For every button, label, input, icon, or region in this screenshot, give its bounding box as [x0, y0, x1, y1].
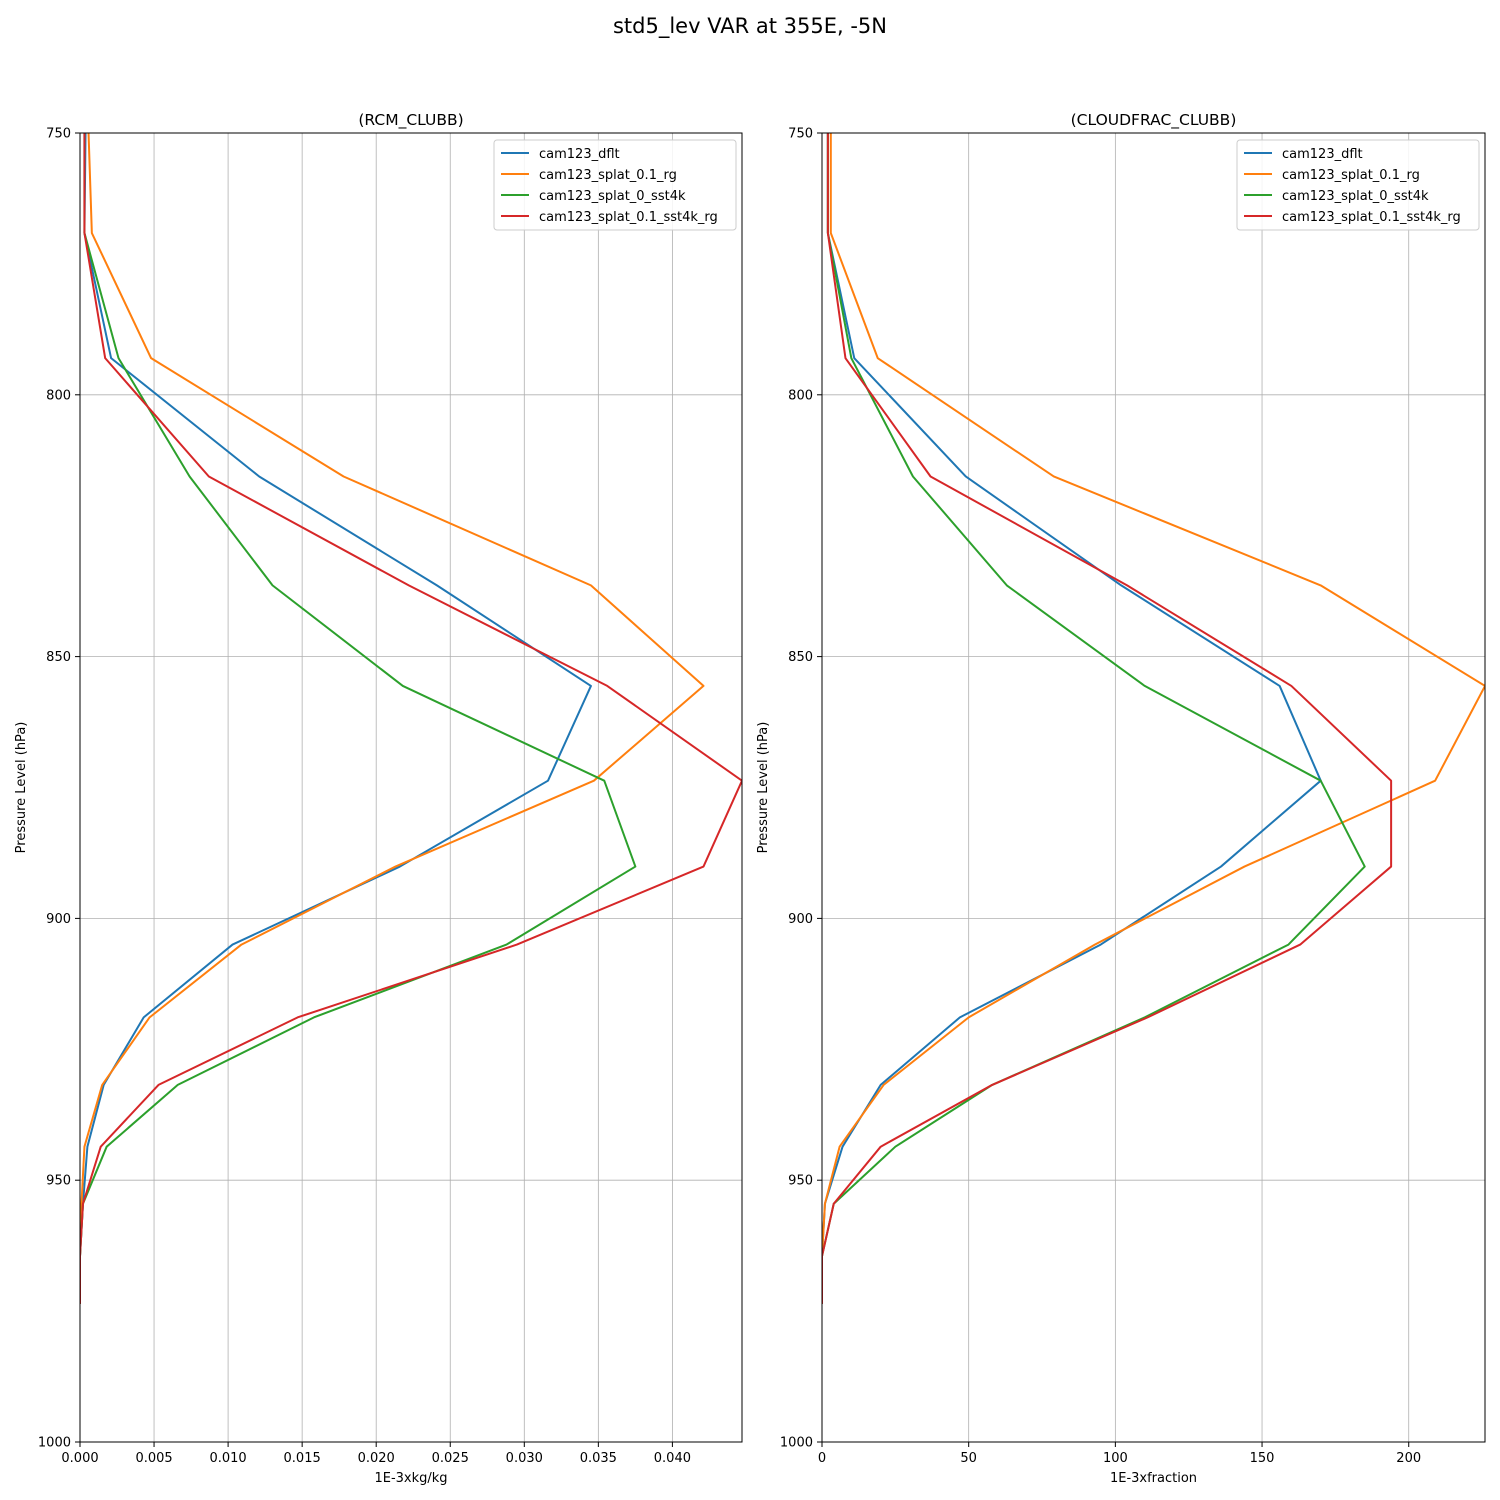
- cloudfrac-series-cam123_splat_0_sst4k: [822, 133, 1366, 1304]
- rcm-series-cam123_splat_0.1_rg: [80, 133, 705, 1304]
- rcm-xtick-label: 0.025: [432, 1451, 469, 1466]
- cloudfrac-ytick-label: 750: [788, 127, 813, 142]
- cloudfrac-legend-box: [1236, 139, 1480, 231]
- cloudfrac-ytick-label: 850: [788, 650, 813, 665]
- cloudfrac-xtick-label: 200: [1396, 1451, 1421, 1466]
- rcm-series-cam123_splat_0_sst4k: [80, 133, 637, 1304]
- rcm-xtick-label: 0.020: [358, 1451, 395, 1466]
- rcm-ytick-label: 750: [46, 127, 71, 142]
- rcm-legend-label: cam123_splat_0.1_sst4k_rg: [539, 210, 718, 225]
- cloudfrac-series-cam123_splat_0.1_rg: [822, 133, 1485, 1304]
- rcm-ytick-label: 850: [46, 650, 71, 665]
- rcm-ytick-label: 1000: [38, 1436, 71, 1451]
- cloudfrac-xlabel: 1E-3xfraction: [1110, 1471, 1197, 1486]
- cloudfrac-series-cam123_splat_0.1_sst4k_rg: [822, 133, 1393, 1304]
- rcm-legend-label: cam123_splat_0.1_rg: [539, 168, 677, 183]
- rcm-series-cam123_splat_0.1_sst4k_rg: [80, 133, 742, 1304]
- rcm-xtick-label: 0.005: [135, 1451, 172, 1466]
- cloudfrac-xtick-label: 0: [818, 1451, 826, 1466]
- rcm-legend-label: cam123_dflt: [539, 147, 620, 162]
- cloudfrac-ytick-label: 800: [788, 388, 813, 403]
- cloudfrac-axes-frame: [821, 132, 1486, 1443]
- rcm-ytick-label: 900: [46, 912, 71, 927]
- rcm-ylabel: Pressure Level (hPa): [14, 722, 29, 854]
- cloudfrac-panel: 0 50 100 150 200 750 800 850 900 950 1000 (CLOUDFRA…: [756, 111, 1486, 1486]
- rcm-series-cam123_dflt: [80, 133, 592, 1304]
- rcm-xtick-label: 0.010: [209, 1451, 246, 1466]
- rcm-xtick-label: 0.040: [654, 1451, 691, 1466]
- rcm-xtick-label: 0.000: [61, 1451, 98, 1466]
- cloudfrac-series-cam123_dflt: [822, 133, 1322, 1304]
- figure-title: std5_lev VAR at 355E, -5N: [612, 14, 887, 38]
- rcm-xtick-label: 0.035: [580, 1451, 617, 1466]
- cloudfrac-ytick-label: 1000: [780, 1436, 813, 1451]
- cloudfrac-legend: cam123_dflt cam123_splat_0.1_rg cam123_spl…: [1236, 139, 1480, 231]
- rcm-series-group: [80, 133, 742, 1304]
- cloudfrac-xtick-label: 150: [1250, 1451, 1275, 1466]
- cloudfrac-xtick-label: 100: [1103, 1451, 1128, 1466]
- cloudfrac-title: (CLOUDFRAC_CLUBB): [1071, 111, 1237, 130]
- rcm-legend: cam123_dflt cam123_splat_0.1_rg cam123_spl…: [493, 139, 737, 231]
- rcm-xlabel: 1E-3xkg/kg: [374, 1471, 447, 1486]
- cloudfrac-ytick-label: 900: [788, 912, 813, 927]
- cloudfrac-legend-label: cam123_dflt: [1282, 147, 1363, 162]
- rcm-xtick-label: 0.015: [284, 1451, 321, 1466]
- cloudfrac-legend-label: cam123_splat_0.1_rg: [1282, 168, 1420, 183]
- cloudfrac-xtick-label: 50: [960, 1451, 977, 1466]
- cloudfrac-legend-label: cam123_splat_0.1_sst4k_rg: [1282, 210, 1461, 225]
- rcm-legend-box: [493, 139, 737, 231]
- rcm-axes-frame: [79, 132, 743, 1443]
- cloudfrac-legend-label: cam123_splat_0_sst4k: [1282, 189, 1429, 204]
- rcm-xtick-label: 0.030: [506, 1451, 543, 1466]
- rcm-legend-label: cam123_splat_0_sst4k: [539, 189, 686, 204]
- rcm-ytick-label: 800: [46, 388, 71, 403]
- rcm-ytick-label: 950: [46, 1174, 71, 1189]
- rcm-title: (RCM_CLUBB): [358, 111, 463, 130]
- cloudfrac-series-group: [822, 133, 1485, 1304]
- cloudfrac-ytick-label: 950: [788, 1174, 813, 1189]
- cloudfrac-ylabel: Pressure Level (hPa): [756, 722, 771, 854]
- rcm-panel: 0.000 0.005 0.010 0.015 0.020 0.025 0.030 0.035…: [14, 111, 743, 1486]
